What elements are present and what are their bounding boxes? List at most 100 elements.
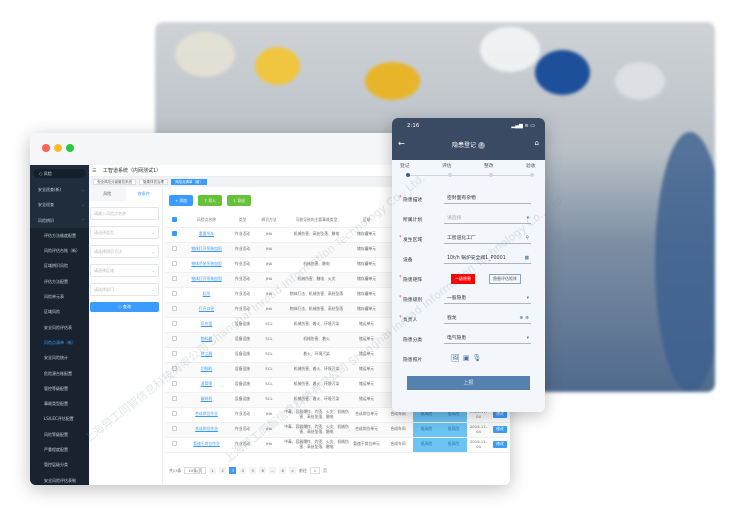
row-checkbox[interactable] xyxy=(171,336,177,342)
row-checkbox[interactable] xyxy=(171,411,177,417)
risk-point-link[interactable]: 打开口径 xyxy=(183,302,230,318)
risk-point-link[interactable]: 起吊 xyxy=(183,287,230,303)
department-select[interactable]: 请选择部门 ⌄ xyxy=(90,283,159,296)
row-checkbox[interactable] xyxy=(171,426,177,432)
filter-tab-condition[interactable]: 按条件 xyxy=(125,187,162,201)
sidebar-item[interactable]: 危险源台账配置 xyxy=(30,365,89,381)
sidebar-item[interactable]: 安全巡查(新) ⌄ xyxy=(30,182,89,197)
row-checkbox[interactable] xyxy=(171,231,177,237)
row-checkbox[interactable] xyxy=(171,366,177,372)
risk-point-link[interactable]: 物料器 xyxy=(183,332,230,348)
sidebar-item[interactable]: 风险单元表 xyxy=(30,289,89,305)
risk-point-link[interactable]: 合成岗位作业 xyxy=(183,422,230,438)
sidebar-item[interactable]: 风险点清单（新） xyxy=(30,334,89,351)
location-pin-icon[interactable]: ⚲ xyxy=(525,236,529,241)
risk-point-link[interactable]: 除尘器 xyxy=(183,347,230,363)
risk-point-link[interactable]: 物体打开吊装加固 xyxy=(183,272,230,288)
tab-active[interactable]: 风险点清单（新） xyxy=(171,179,207,185)
page-button[interactable]: 6 xyxy=(259,467,267,474)
field-input[interactable]: 程龙 ⊗ ⊕ xyxy=(444,314,531,324)
page-button[interactable]: ... xyxy=(269,467,277,474)
query-button[interactable]: ○ 查询 xyxy=(90,302,159,312)
add-audio-icon[interactable]: 🎙 xyxy=(472,354,485,362)
row-checkbox[interactable] xyxy=(171,381,177,387)
close-window-button[interactable] xyxy=(42,144,50,152)
edit-button[interactable]: 修改 xyxy=(493,411,507,418)
sidebar-item[interactable]: 严重程度配置 xyxy=(30,442,89,458)
row-checkbox[interactable] xyxy=(171,321,177,327)
field-input[interactable]: 密封面有杂物 xyxy=(444,194,531,204)
hamburger-menu-icon[interactable]: ☰ xyxy=(92,168,97,174)
minimize-window-button[interactable] xyxy=(54,144,62,152)
page-button[interactable]: 8 xyxy=(279,467,287,474)
sidebar-item[interactable]: 区域辨识风险 xyxy=(30,258,89,274)
select-all-checkbox[interactable] xyxy=(171,216,177,222)
add-video-icon[interactable]: ▣ xyxy=(462,354,473,362)
page-button[interactable]: 5 xyxy=(249,467,257,474)
page-size-select[interactable]: 10条/页 xyxy=(184,467,207,474)
home-icon[interactable]: ⌂ xyxy=(534,139,539,147)
type-select[interactable]: 请选择类型 ⌄ xyxy=(90,226,159,239)
sidebar-item[interactable]: 安全风险评估表 xyxy=(30,319,89,335)
row-checkbox[interactable] xyxy=(171,441,177,447)
export-button[interactable]: ⇩ 导出 xyxy=(226,195,251,206)
area-select[interactable]: 请选择区域 ⌄ xyxy=(90,264,159,277)
risk-point-link[interactable]: 氨速干岗位作业 xyxy=(183,437,230,453)
risk-point-link[interactable]: 重要吊车 xyxy=(183,227,230,243)
row-checkbox[interactable] xyxy=(171,351,177,357)
sidebar-search-input[interactable]: ○ 风险 xyxy=(33,169,86,178)
goto-page-input[interactable]: 1 xyxy=(309,467,321,474)
field-input[interactable]: 电气隐患 ▾ xyxy=(444,334,531,344)
add-button[interactable]: + 添加 xyxy=(169,195,193,206)
row-checkbox[interactable] xyxy=(171,291,177,297)
help-icon[interactable]: ? xyxy=(477,142,485,149)
sidebar-item[interactable]: 评估方法配置 xyxy=(30,273,89,290)
page-button[interactable]: 4 xyxy=(239,467,247,474)
row-checkbox[interactable] xyxy=(171,306,177,312)
dropdown-icon[interactable]: ▾ xyxy=(526,296,529,301)
row-checkbox[interactable] xyxy=(171,246,177,252)
dropdown-icon[interactable]: ▾ xyxy=(526,216,529,221)
sidebar-item[interactable]: 管控层级分类 xyxy=(30,457,89,473)
scan-icon[interactable]: ▦ xyxy=(524,256,529,261)
sidebar-item[interactable]: 安全风险评估表制 xyxy=(30,472,89,485)
sidebar-item[interactable]: 管控等级配置 xyxy=(30,380,89,397)
import-button[interactable]: ↥ 导入 xyxy=(197,195,222,206)
edit-button[interactable]: 修改 xyxy=(493,426,507,433)
sidebar-item[interactable]: 评估方法维度配置 xyxy=(30,227,89,244)
sidebar-item[interactable]: 区域风险 xyxy=(30,304,89,320)
method-select[interactable]: 请选择辨识方法 ⌄ xyxy=(90,245,159,258)
field-input[interactable]: 10t/h 锅炉安全阀1_P0001 ▦ xyxy=(444,254,531,264)
sidebar-item[interactable]: 安全巡查 ⌄ xyxy=(30,197,89,212)
page-button[interactable]: 3 xyxy=(229,467,237,474)
field-input[interactable]: 一般隐患 ▾ xyxy=(444,294,531,304)
risk-point-link[interactable]: 切割机 xyxy=(183,362,230,378)
tab[interactable]: 隐患排查治理 xyxy=(139,179,168,185)
risk-point-link[interactable]: 滚筒筛 xyxy=(183,377,230,393)
sidebar-item[interactable]: 风险等级配置 xyxy=(30,426,89,443)
field-input[interactable]: 请选择 ▾ xyxy=(444,214,531,224)
sidebar-item[interactable]: LS/LEC评估配置 xyxy=(30,411,89,427)
hazard-level-badge[interactable]: 一级隐患 xyxy=(451,274,475,284)
edit-button[interactable]: 修改 xyxy=(493,441,507,448)
page-button[interactable]: 2 xyxy=(219,467,227,474)
dropdown-icon[interactable]: ▾ xyxy=(526,336,529,341)
filter-tab-risk[interactable]: 风险 xyxy=(89,187,126,201)
sidebar-item[interactable]: 事故类型配置 xyxy=(30,396,89,412)
sidebar-item[interactable]: 风险辨识 ⌃ xyxy=(30,213,89,228)
risk-point-link[interactable]: 反应釜 xyxy=(183,317,230,333)
sidebar-item[interactable]: 安全风险统计 xyxy=(30,350,89,366)
row-checkbox[interactable] xyxy=(171,396,177,402)
assessment-matrix-button[interactable]: 隐患评估矩阵 xyxy=(489,274,521,284)
risk-point-link[interactable]: 物体吊装吊装加固 xyxy=(183,257,230,273)
risk-point-link[interactable]: 合成岗位作业 xyxy=(183,407,230,423)
risk-name-input[interactable]: 请输入风险点名称 xyxy=(90,207,159,220)
maximize-window-button[interactable] xyxy=(66,144,74,152)
page-button[interactable]: 1 xyxy=(209,467,217,474)
risk-point-link[interactable]: 物体打开吊装加固 xyxy=(183,242,230,258)
add-photo-icon[interactable]: 🖼 xyxy=(451,354,463,362)
sidebar-item[interactable]: 风险评估台账（新） xyxy=(30,243,89,259)
clear-and-add-person-icon[interactable]: ⊗ ⊕ xyxy=(519,316,529,321)
field-input[interactable]: 工智道化工厂 ⚲ xyxy=(444,234,531,244)
submit-button[interactable]: 上报 xyxy=(407,376,530,390)
